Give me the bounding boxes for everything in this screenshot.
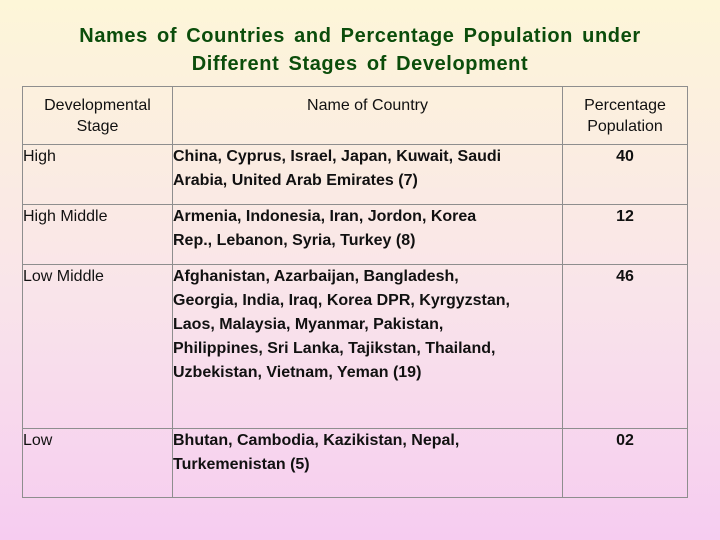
title-line-2: Different Stages of Development (191, 53, 529, 75)
table-row: Low Middle Afghanistan, Azarbaijan, Bang… (22, 264, 688, 429)
title-line-1: Names of Countries and Percentage Popula… (79, 25, 641, 47)
table-row: Low Bhutan, Cambodia, Kazikistan, Nepal,… (22, 428, 688, 498)
header-stage: Developmental Stage (22, 86, 173, 145)
countries-cell: Armenia, Indonesia, Iran, Jordon, Korea … (172, 204, 563, 265)
percentage-cell: 02 (562, 428, 688, 498)
header-country: Name of Country (172, 86, 563, 145)
table-row: High China, Cyprus, Israel, Japan, Kuwai… (22, 144, 688, 205)
table-header-row: Developmental Stage Name of Country Perc… (22, 86, 688, 145)
stage-cell: Low (22, 428, 173, 498)
countries-cell: Afghanistan, Azarbaijan, Bangladesh, Geo… (172, 264, 563, 429)
percentage-cell: 46 (562, 264, 688, 429)
stage-cell: High Middle (22, 204, 173, 265)
stage-cell: Low Middle (22, 264, 173, 429)
header-percentage: Percentage Population (562, 86, 688, 145)
countries-cell: Bhutan, Cambodia, Kazikistan, Nepal, Tur… (172, 428, 563, 498)
countries-cell: China, Cyprus, Israel, Japan, Kuwait, Sa… (172, 144, 563, 205)
page-title: Names of Countries and Percentage Popula… (20, 22, 700, 78)
development-table: Developmental Stage Name of Country Perc… (22, 86, 688, 498)
stage-cell: High (22, 144, 173, 205)
percentage-cell: 12 (562, 204, 688, 265)
table-row: High Middle Armenia, Indonesia, Iran, Jo… (22, 204, 688, 265)
percentage-cell: 40 (562, 144, 688, 205)
